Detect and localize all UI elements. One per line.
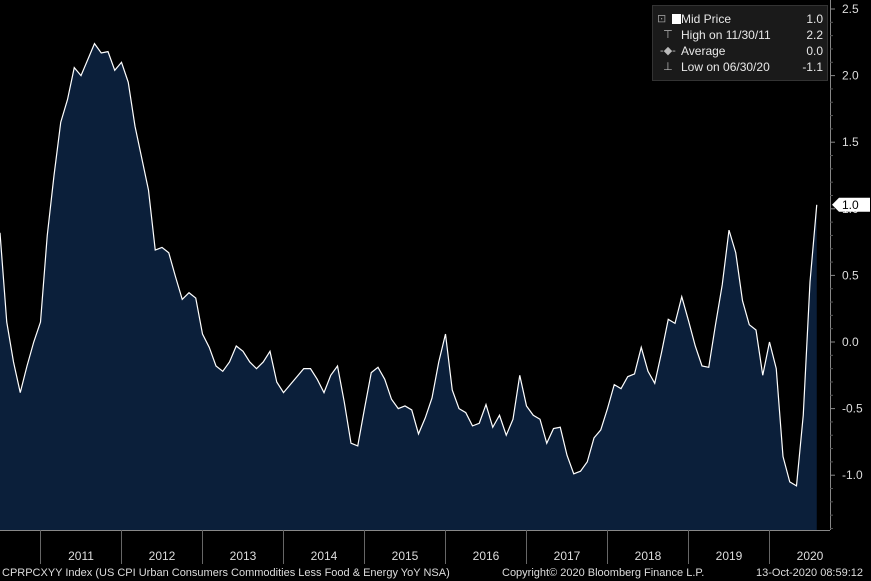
legend-item-high: ⊤ High on 11/30/11 2.2	[657, 27, 823, 43]
timestamp-text: 13-Oct-2020 08:59:12	[756, 567, 864, 579]
x-tick-label: 2016	[473, 549, 500, 563]
copyright-text: Copyright© 2020 Bloomberg Finance L.P.	[502, 567, 705, 579]
legend-square-icon: ⊡	[657, 11, 681, 27]
average-line-icon: -◆-	[657, 45, 676, 57]
legend-label: Average	[681, 44, 726, 58]
y-tick-label: 1.5	[842, 135, 859, 149]
legend-value: 2.2	[806, 28, 823, 42]
y-tick-label: 0.0	[842, 335, 859, 349]
y-tick-label: -1.0	[842, 468, 863, 482]
legend-box: ⊡ Mid Price 1.0 ⊤ High on 11/30/11 2.2 -…	[652, 5, 828, 81]
series-line	[0, 42, 818, 487]
legend-label: Mid Price	[681, 12, 732, 26]
y-tick-label: 2.5	[842, 2, 859, 16]
footer-bar: CPRPCXYY Index (US CPI Urban Consumers C…	[0, 564, 871, 581]
last-value-tag	[832, 197, 870, 212]
legend-value: -1.1	[802, 60, 823, 74]
y-tick-label: -0.5	[842, 402, 863, 416]
legend-label: Low on 06/30/20	[681, 60, 770, 74]
x-tick-label: 2020	[797, 549, 824, 563]
last-value-label: 1.0	[842, 198, 859, 212]
y-tick-label: 2.0	[842, 69, 859, 83]
legend-label: High on 11/30/11	[681, 28, 771, 42]
x-tick-label: 2011	[68, 549, 94, 563]
legend-item-mid-price: ⊡ Mid Price 1.0	[657, 11, 823, 27]
y-tick-label: 0.5	[842, 268, 859, 282]
x-tick-label: 2015	[392, 549, 419, 563]
low-marker-icon: ⊥	[657, 61, 673, 73]
x-tick-label: 2018	[635, 549, 662, 563]
x-tick-label: 2013	[230, 549, 257, 563]
legend-value: 0.0	[806, 44, 823, 58]
chart-area: 2.5 2.0 1.5 1.0 0.5 0.0 -0.5 -1.0 1.0 2011 2012 201…	[0, 0, 870, 564]
high-marker-icon: ⊤	[657, 29, 673, 41]
series-area-fill	[0, 43, 817, 530]
ticker-description: CPRPCXYY Index (US CPI Urban Consumers C…	[2, 567, 450, 579]
x-tick-label: 2012	[149, 549, 176, 563]
legend-item-low: ⊥ Low on 06/30/20 -1.1	[657, 59, 823, 75]
x-tick-label: 2014	[311, 549, 338, 563]
x-tick-label: 2019	[716, 549, 743, 563]
legend-value: 1.0	[806, 12, 823, 26]
x-tick-label: 2017	[554, 549, 581, 563]
legend-item-average: -◆- Average 0.0	[657, 43, 823, 59]
